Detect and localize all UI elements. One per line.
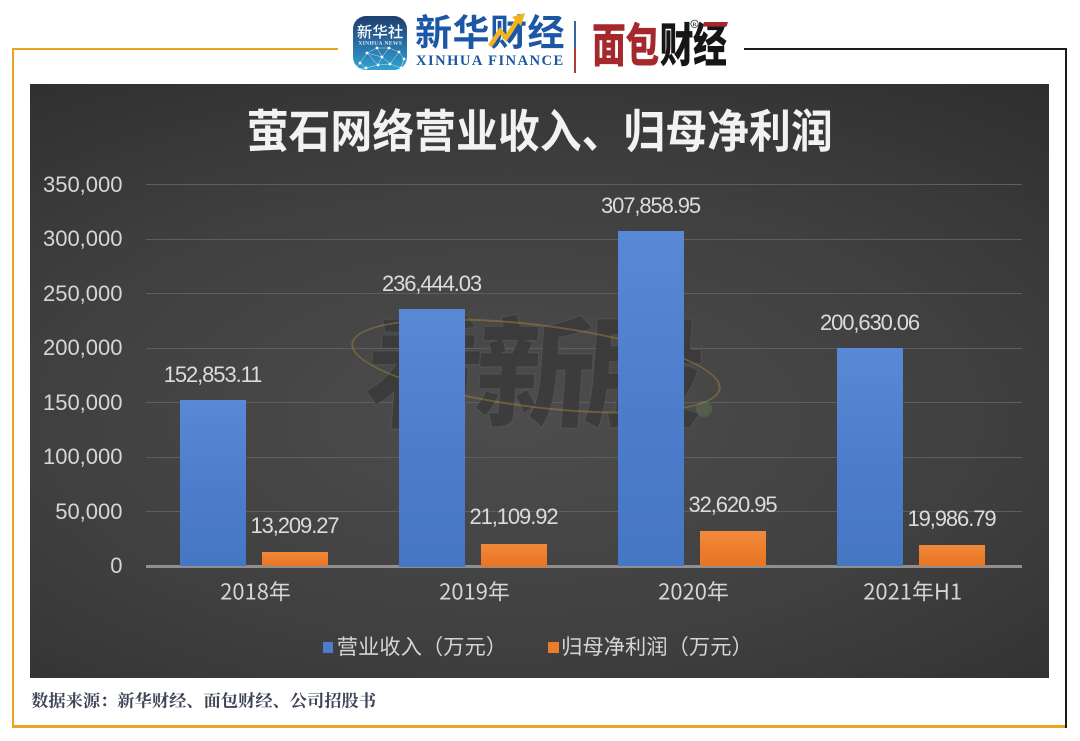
- svg-text:R: R: [693, 22, 697, 28]
